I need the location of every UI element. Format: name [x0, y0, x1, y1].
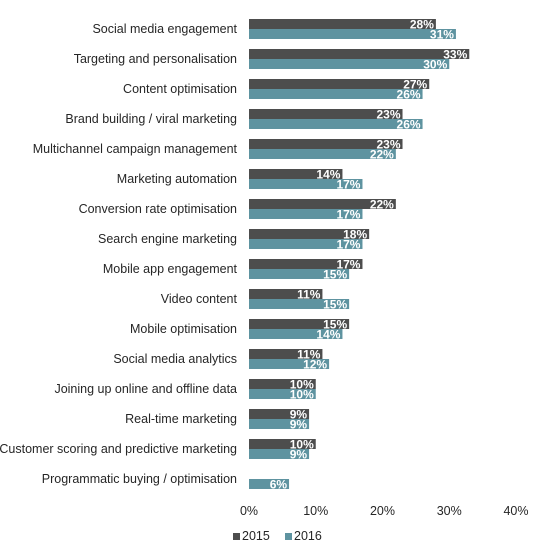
data-label-2015: 22% — [370, 198, 394, 212]
bar-2015 — [249, 199, 396, 209]
data-label-2015: 10% — [290, 438, 314, 452]
x-tick-label: 0% — [240, 504, 258, 518]
bar-2015 — [249, 289, 323, 299]
bar-2016 — [249, 389, 316, 399]
data-label-2016: 26% — [397, 88, 421, 102]
data-label-2016: 31% — [430, 28, 454, 42]
data-label-2015: 14% — [316, 168, 340, 182]
bar-2016 — [249, 89, 423, 99]
category-label: Social media engagement — [92, 22, 237, 36]
bar-2016 — [249, 329, 343, 339]
legend-label-2015: 2015 — [242, 529, 270, 543]
bars — [249, 19, 470, 489]
data-label-2015: 27% — [403, 78, 427, 92]
data-label-2015: 33% — [443, 48, 467, 62]
data-label-2015: 15% — [323, 318, 347, 332]
bar-2015 — [249, 229, 370, 239]
x-tick-label: 40% — [503, 504, 528, 518]
data-label-2016: 26% — [397, 118, 421, 132]
bar-2015 — [249, 49, 470, 59]
category-label: Real-time marketing — [125, 412, 237, 426]
bar-2016 — [249, 419, 310, 429]
bar-2015 — [249, 79, 430, 89]
data-label-2015: 11% — [297, 288, 321, 302]
data-label-2015: 10% — [290, 378, 314, 392]
category-label: Social media analytics — [113, 352, 237, 366]
bar-2015 — [249, 259, 363, 269]
bar-2016 — [249, 209, 363, 219]
category-label: Search engine marketing — [98, 232, 237, 246]
data-label-2015: 9% — [290, 408, 308, 422]
x-tick-label: 10% — [303, 504, 328, 518]
data-label-2016: 9% — [290, 448, 308, 462]
data-label-2015: 11% — [297, 348, 321, 362]
category-label: Marketing automation — [117, 172, 237, 186]
data-label-2015: 23% — [376, 138, 400, 152]
data-label-2016: 17% — [336, 238, 360, 252]
data-label-2016: 30% — [423, 58, 447, 72]
bar-2015 — [249, 379, 316, 389]
bar-2015 — [249, 349, 323, 359]
data-label-2016: 15% — [323, 268, 347, 282]
legend: 2015 2016 — [233, 529, 322, 543]
bar-2016 — [249, 239, 363, 249]
category-label: Programmatic buying / optimisation — [42, 472, 237, 486]
data-label-2016: 6% — [270, 478, 288, 492]
bar-2015 — [249, 319, 350, 329]
bar-2016 — [249, 59, 450, 69]
x-axis-ticks: 0% 10% 20% 30% 40% — [240, 504, 529, 518]
data-label-2015: 28% — [410, 18, 434, 32]
data-label-2015: 17% — [336, 258, 360, 272]
data-labels: 28%31%33%30%27%26%23%26%23%22%14%17%22%1… — [270, 18, 468, 492]
category-label: Content optimisation — [123, 82, 237, 96]
bar-2016 — [249, 149, 396, 159]
bar-2016 — [249, 179, 363, 189]
bar-2015 — [249, 439, 316, 449]
legend-swatch-2015 — [233, 533, 240, 540]
category-label: Conversion rate optimisation — [79, 202, 237, 216]
data-label-2016: 12% — [303, 358, 327, 372]
category-label: Targeting and personalisation — [74, 52, 237, 66]
category-label: Multichannel campaign management — [33, 142, 238, 156]
category-label: Video content — [161, 292, 238, 306]
data-label-2016: 15% — [323, 298, 347, 312]
data-label-2016: 17% — [336, 208, 360, 222]
bar-2016 — [249, 299, 350, 309]
bar-2015 — [249, 109, 403, 119]
data-label-2016: 10% — [290, 388, 314, 402]
bar-2016 — [249, 359, 330, 369]
category-labels: Social media engagement Targeting and per… — [0, 22, 238, 486]
data-label-2015: 23% — [376, 108, 400, 122]
bar-2016 — [249, 479, 290, 489]
legend-swatch-2016 — [285, 533, 292, 540]
category-label: Joining up online and offline data — [54, 382, 237, 396]
data-label-2016: 17% — [336, 178, 360, 192]
bar-2016 — [249, 29, 456, 39]
bar-2015 — [249, 169, 343, 179]
data-label-2016: 9% — [290, 418, 308, 432]
bar-2015 — [249, 139, 403, 149]
x-tick-label: 30% — [437, 504, 462, 518]
category-label: Mobile optimisation — [130, 322, 237, 336]
data-label-2015: 18% — [343, 228, 367, 242]
bar-2016 — [249, 449, 310, 459]
bar-2015 — [249, 409, 310, 419]
category-label: Brand building / viral marketing — [65, 112, 237, 126]
bar-2016 — [249, 119, 423, 129]
data-label-2016: 14% — [316, 328, 340, 342]
legend-label-2016: 2016 — [294, 529, 322, 543]
bar-2016 — [249, 269, 350, 279]
x-tick-label: 20% — [370, 504, 395, 518]
category-label: Customer scoring and predictive marketin… — [0, 442, 237, 456]
bar-2015 — [249, 19, 436, 29]
category-label: Mobile app engagement — [103, 262, 238, 276]
data-label-2016: 22% — [370, 148, 394, 162]
